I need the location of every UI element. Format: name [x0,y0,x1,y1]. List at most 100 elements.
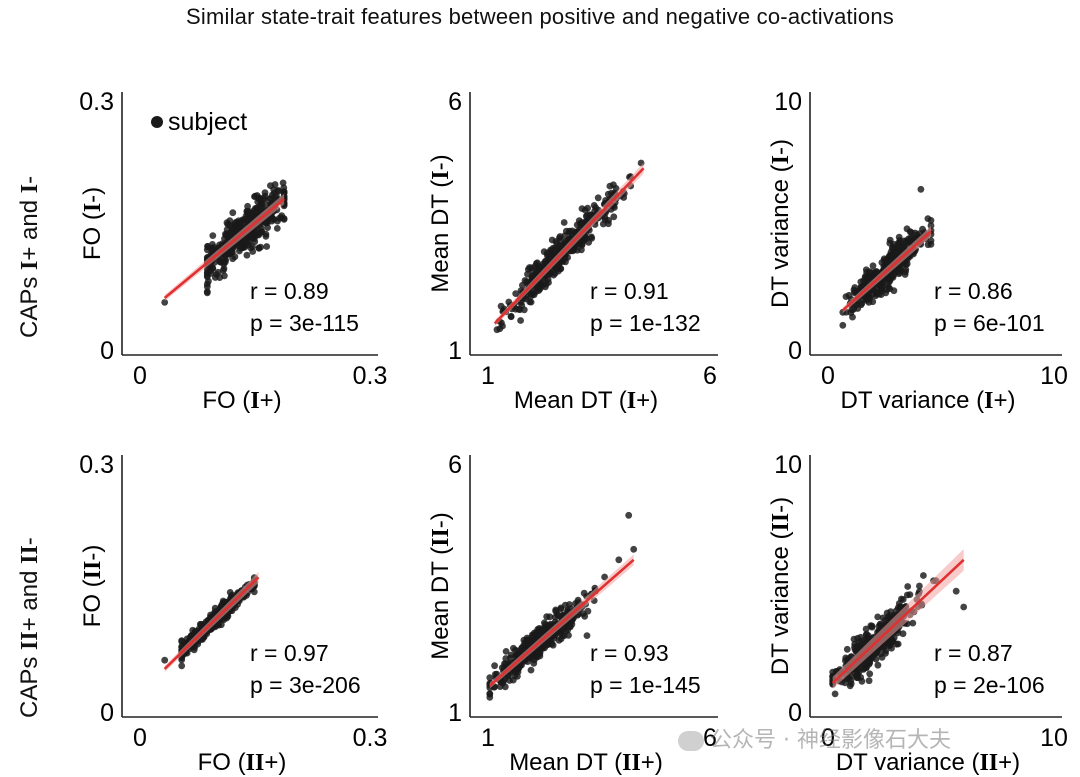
data-point [848,306,856,314]
data-point [220,266,227,274]
data-point [899,630,907,638]
data-point [515,305,522,313]
scatter-points [839,185,935,329]
data-point [927,240,935,248]
data-point [886,642,893,650]
data-point [553,240,561,247]
data-point [831,690,839,698]
confidence-band [832,549,964,689]
r-value-label: r = 0.91 [590,278,669,304]
data-point [582,212,590,220]
data-point [894,640,902,648]
data-point [890,250,898,258]
y-tick-label: 0 [100,699,114,727]
y-tick-label: 0 [100,337,114,365]
data-point [906,591,914,598]
y-tick-label: 10 [774,88,802,116]
data-point [178,662,186,670]
x-tick-label: 0 [133,362,147,390]
data-point [952,587,960,595]
y-tick-label: 10 [774,451,802,479]
data-point [511,668,519,676]
data-point [874,613,882,621]
y-axis-label: DT variance (I-) [767,139,794,308]
data-point [882,650,889,657]
data-point [254,198,262,206]
scatter-panel-6: 0 10 0 10 DT variance (II+) DT variance (II-)… [767,451,1068,776]
y-tick-label: 6 [448,451,462,479]
data-point [843,645,851,653]
data-point [221,258,229,266]
x-axis-label: DT variance (II+) [836,749,1020,776]
data-point [853,674,861,681]
data-point [846,682,854,690]
regression-line [488,558,635,687]
data-point [229,255,237,263]
regression-line [831,558,965,684]
data-point [907,234,915,242]
data-point [594,194,602,202]
legend-label: subject [168,108,247,136]
data-point [251,238,259,246]
data-point [252,232,259,240]
data-point [524,636,531,644]
data-point [223,230,231,238]
y-tick-label: 6 [448,88,462,116]
data-point [855,638,863,646]
figure-title: Similar state-trait features between pos… [186,4,894,29]
x-tick-label: 0 [821,724,835,752]
x-tick-label: 6 [703,724,717,752]
data-point [507,312,515,320]
data-point [870,286,877,294]
data-point [883,609,891,617]
data-point [510,644,517,652]
data-point [270,186,278,194]
y-tick-label: 1 [448,699,462,727]
legend-marker [151,116,163,128]
data-point [280,215,288,223]
data-point [280,188,288,196]
data-point [257,243,264,251]
data-point [960,603,968,611]
r-value-label: r = 0.86 [934,278,1013,304]
regression-line [493,167,645,325]
data-point [524,641,531,648]
data-point [615,556,623,564]
y-axis-label: DT variance (II-) [767,497,794,675]
scatter-panel-2: 1 6 1 6 Mean DT (I+) Mean DT (I-) r = 0.91 p = … [427,88,718,414]
data-point [512,290,520,297]
scatter-panel-1: 0 0.3 0 0.3 FO (I+) FO (I-) r = 0.89 p = 3e-115… [79,88,387,414]
data-point [916,582,923,590]
data-point [566,227,573,235]
data-point [203,289,211,297]
data-point [273,225,281,232]
data-point [920,572,927,579]
data-point [902,268,909,276]
data-point [552,607,560,615]
regression-line [163,197,285,300]
data-point [906,228,914,236]
data-point [260,195,268,203]
data-point [874,661,882,669]
x-axis-label: Mean DT (II+) [509,749,663,776]
data-point [535,287,543,294]
x-tick-label: 10 [1040,362,1068,390]
data-point [927,222,935,229]
data-point [238,241,246,249]
data-point [625,511,633,519]
data-point [269,215,277,223]
data-point [888,636,896,644]
data-point [849,313,856,321]
data-point [868,623,876,631]
scatter-panel-3: 0 10 0 10 DT variance (I+) DT variance (I-) r … [767,88,1068,414]
data-point [224,221,232,228]
data-point [559,625,567,633]
data-point [893,607,900,615]
y-axis-label: FO (I-) [79,187,106,260]
data-point [543,613,551,621]
data-point [895,233,903,241]
data-point [502,648,510,655]
p-value-label: p = 6e-101 [934,310,1045,336]
p-value-label: p = 3e-206 [250,672,361,698]
